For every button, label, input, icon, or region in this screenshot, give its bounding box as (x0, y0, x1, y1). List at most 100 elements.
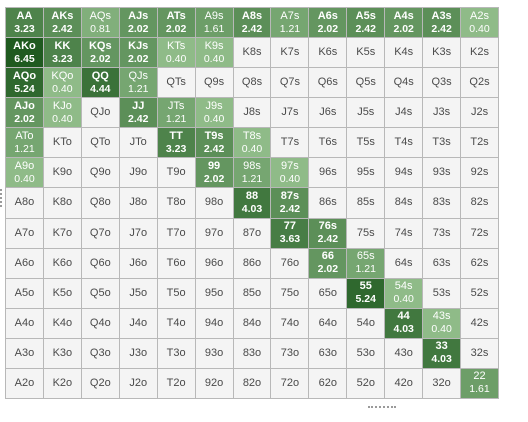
hand-cell-42s[interactable]: 42s (461, 308, 499, 339)
hand-cell-74o[interactable]: 74o (271, 308, 310, 339)
hand-cell-84s[interactable]: 84s (385, 188, 424, 219)
hand-cell-J2s[interactable]: J2s (461, 98, 499, 129)
hand-cell-J4o[interactable]: J4o (119, 308, 158, 339)
hand-cell-ATo[interactable]: ATo 1.21 (6, 128, 44, 159)
hand-cell-A3s[interactable]: A3s 2.42 (423, 8, 462, 39)
hand-cell-87s[interactable]: 87s 2.42 (271, 188, 310, 219)
hand-cell-A8o[interactable]: A8o (6, 188, 44, 219)
hand-cell-74s[interactable]: 74s (385, 218, 424, 249)
hand-cell-54o[interactable]: 54o (347, 308, 386, 339)
hand-cell-QJo[interactable]: QJo (81, 98, 120, 129)
hand-cell-A8s[interactable]: A8s 2.42 (233, 8, 272, 39)
hand-cell-TT[interactable]: TT 3.23 (157, 128, 196, 159)
hand-cell-Q6o[interactable]: Q6o (81, 248, 120, 279)
hand-cell-T8s[interactable]: T8s 0.40 (233, 128, 272, 159)
hand-cell-Q2o[interactable]: Q2o (81, 368, 120, 399)
hand-cell-KJo[interactable]: KJo 0.40 (43, 98, 82, 129)
hand-cell-KQs[interactable]: KQs 2.02 (81, 38, 120, 69)
hand-cell-43s[interactable]: 43s 0.40 (423, 308, 462, 339)
hand-cell-Q4s[interactable]: Q4s (385, 68, 424, 99)
hand-cell-92s[interactable]: 92s (461, 158, 499, 189)
hand-cell-92o[interactable]: 92o (195, 368, 234, 399)
hand-cell-J7s[interactable]: J7s (271, 98, 310, 129)
hand-cell-64o[interactable]: 64o (309, 308, 348, 339)
hand-cell-T5o[interactable]: T5o (157, 278, 196, 309)
hand-cell-K7s[interactable]: K7s (271, 38, 310, 69)
hand-cell-K8s[interactable]: K8s (233, 38, 272, 69)
hand-cell-99[interactable]: 99 2.02 (195, 158, 234, 189)
hand-cell-Q9o[interactable]: Q9o (81, 158, 120, 189)
hand-cell-J9s[interactable]: J9s 0.40 (195, 98, 234, 129)
hand-cell-98s[interactable]: 98s 1.21 (233, 158, 272, 189)
hand-cell-T7s[interactable]: T7s (271, 128, 310, 159)
hand-cell-97o[interactable]: 97o (195, 218, 234, 249)
hand-cell-76o[interactable]: 76o (271, 248, 310, 279)
hand-cell-K3o[interactable]: K3o (43, 338, 82, 369)
hand-cell-J3s[interactable]: J3s (423, 98, 462, 129)
hand-cell-A3o[interactable]: A3o (6, 338, 44, 369)
hand-cell-62s[interactable]: 62s (461, 248, 499, 279)
hand-cell-Q7s[interactable]: Q7s (271, 68, 310, 99)
hand-cell-Q3s[interactable]: Q3s (423, 68, 462, 99)
hand-cell-62o[interactable]: 62o (309, 368, 348, 399)
hand-cell-44[interactable]: 44 4.03 (385, 308, 424, 339)
hand-cell-77[interactable]: 77 3.63 (271, 218, 310, 249)
hand-cell-73o[interactable]: 73o (271, 338, 310, 369)
hand-cell-98o[interactable]: 98o (195, 188, 234, 219)
hand-cell-Q2s[interactable]: Q2s (461, 68, 499, 99)
hand-cell-53s[interactable]: 53s (423, 278, 462, 309)
hand-cell-Q8s[interactable]: Q8s (233, 68, 272, 99)
hand-cell-T9o[interactable]: T9o (157, 158, 196, 189)
hand-cell-Q7o[interactable]: Q7o (81, 218, 120, 249)
hand-cell-93s[interactable]: 93s (423, 158, 462, 189)
hand-cell-83s[interactable]: 83s (423, 188, 462, 219)
hand-cell-A4s[interactable]: A4s 2.02 (385, 8, 424, 39)
hand-cell-A7o[interactable]: A7o (6, 218, 44, 249)
hand-cell-ATs[interactable]: ATs 2.02 (157, 8, 196, 39)
resize-handle-left[interactable] (0, 189, 4, 207)
hand-cell-T8o[interactable]: T8o (157, 188, 196, 219)
hand-cell-T4s[interactable]: T4s (385, 128, 424, 159)
hand-cell-Q4o[interactable]: Q4o (81, 308, 120, 339)
hand-cell-75o[interactable]: 75o (271, 278, 310, 309)
hand-cell-86s[interactable]: 86s (309, 188, 348, 219)
hand-cell-K7o[interactable]: K7o (43, 218, 82, 249)
hand-cell-63o[interactable]: 63o (309, 338, 348, 369)
hand-cell-T6o[interactable]: T6o (157, 248, 196, 279)
hand-cell-63s[interactable]: 63s (423, 248, 462, 279)
hand-cell-K6o[interactable]: K6o (43, 248, 82, 279)
hand-cell-Q6s[interactable]: Q6s (309, 68, 348, 99)
hand-cell-93o[interactable]: 93o (195, 338, 234, 369)
hand-cell-A5o[interactable]: A5o (6, 278, 44, 309)
hand-cell-Q5s[interactable]: Q5s (347, 68, 386, 99)
hand-cell-J5s[interactable]: J5s (347, 98, 386, 129)
hand-cell-J3o[interactable]: J3o (119, 338, 158, 369)
hand-cell-76s[interactable]: 76s 2.42 (309, 218, 348, 249)
hand-cell-A6s[interactable]: A6s 2.02 (309, 8, 348, 39)
hand-cell-95s[interactable]: 95s (347, 158, 386, 189)
hand-cell-72s[interactable]: 72s (461, 218, 499, 249)
hand-cell-KK[interactable]: KK 3.23 (43, 38, 82, 69)
hand-cell-T4o[interactable]: T4o (157, 308, 196, 339)
hand-cell-96o[interactable]: 96o (195, 248, 234, 279)
hand-cell-52s[interactable]: 52s (461, 278, 499, 309)
hand-cell-A7s[interactable]: A7s 1.21 (271, 8, 310, 39)
hand-cell-Q3o[interactable]: Q3o (81, 338, 120, 369)
hand-cell-QJs[interactable]: QJs 1.21 (119, 68, 158, 99)
hand-cell-82o[interactable]: 82o (233, 368, 272, 399)
hand-cell-K6s[interactable]: K6s (309, 38, 348, 69)
hand-cell-52o[interactable]: 52o (347, 368, 386, 399)
hand-cell-64s[interactable]: 64s (385, 248, 424, 279)
hand-cell-32o[interactable]: 32o (423, 368, 462, 399)
hand-cell-Q5o[interactable]: Q5o (81, 278, 120, 309)
hand-cell-J2o[interactable]: J2o (119, 368, 158, 399)
hand-cell-JTo[interactable]: JTo (119, 128, 158, 159)
hand-cell-J8o[interactable]: J8o (119, 188, 158, 219)
hand-cell-T2o[interactable]: T2o (157, 368, 196, 399)
hand-cell-QQ[interactable]: QQ 4.44 (81, 68, 120, 99)
hand-cell-94o[interactable]: 94o (195, 308, 234, 339)
hand-cell-J4s[interactable]: J4s (385, 98, 424, 129)
hand-cell-K8o[interactable]: K8o (43, 188, 82, 219)
hand-cell-AKs[interactable]: AKs 2.42 (43, 8, 82, 39)
hand-cell-73s[interactable]: 73s (423, 218, 462, 249)
